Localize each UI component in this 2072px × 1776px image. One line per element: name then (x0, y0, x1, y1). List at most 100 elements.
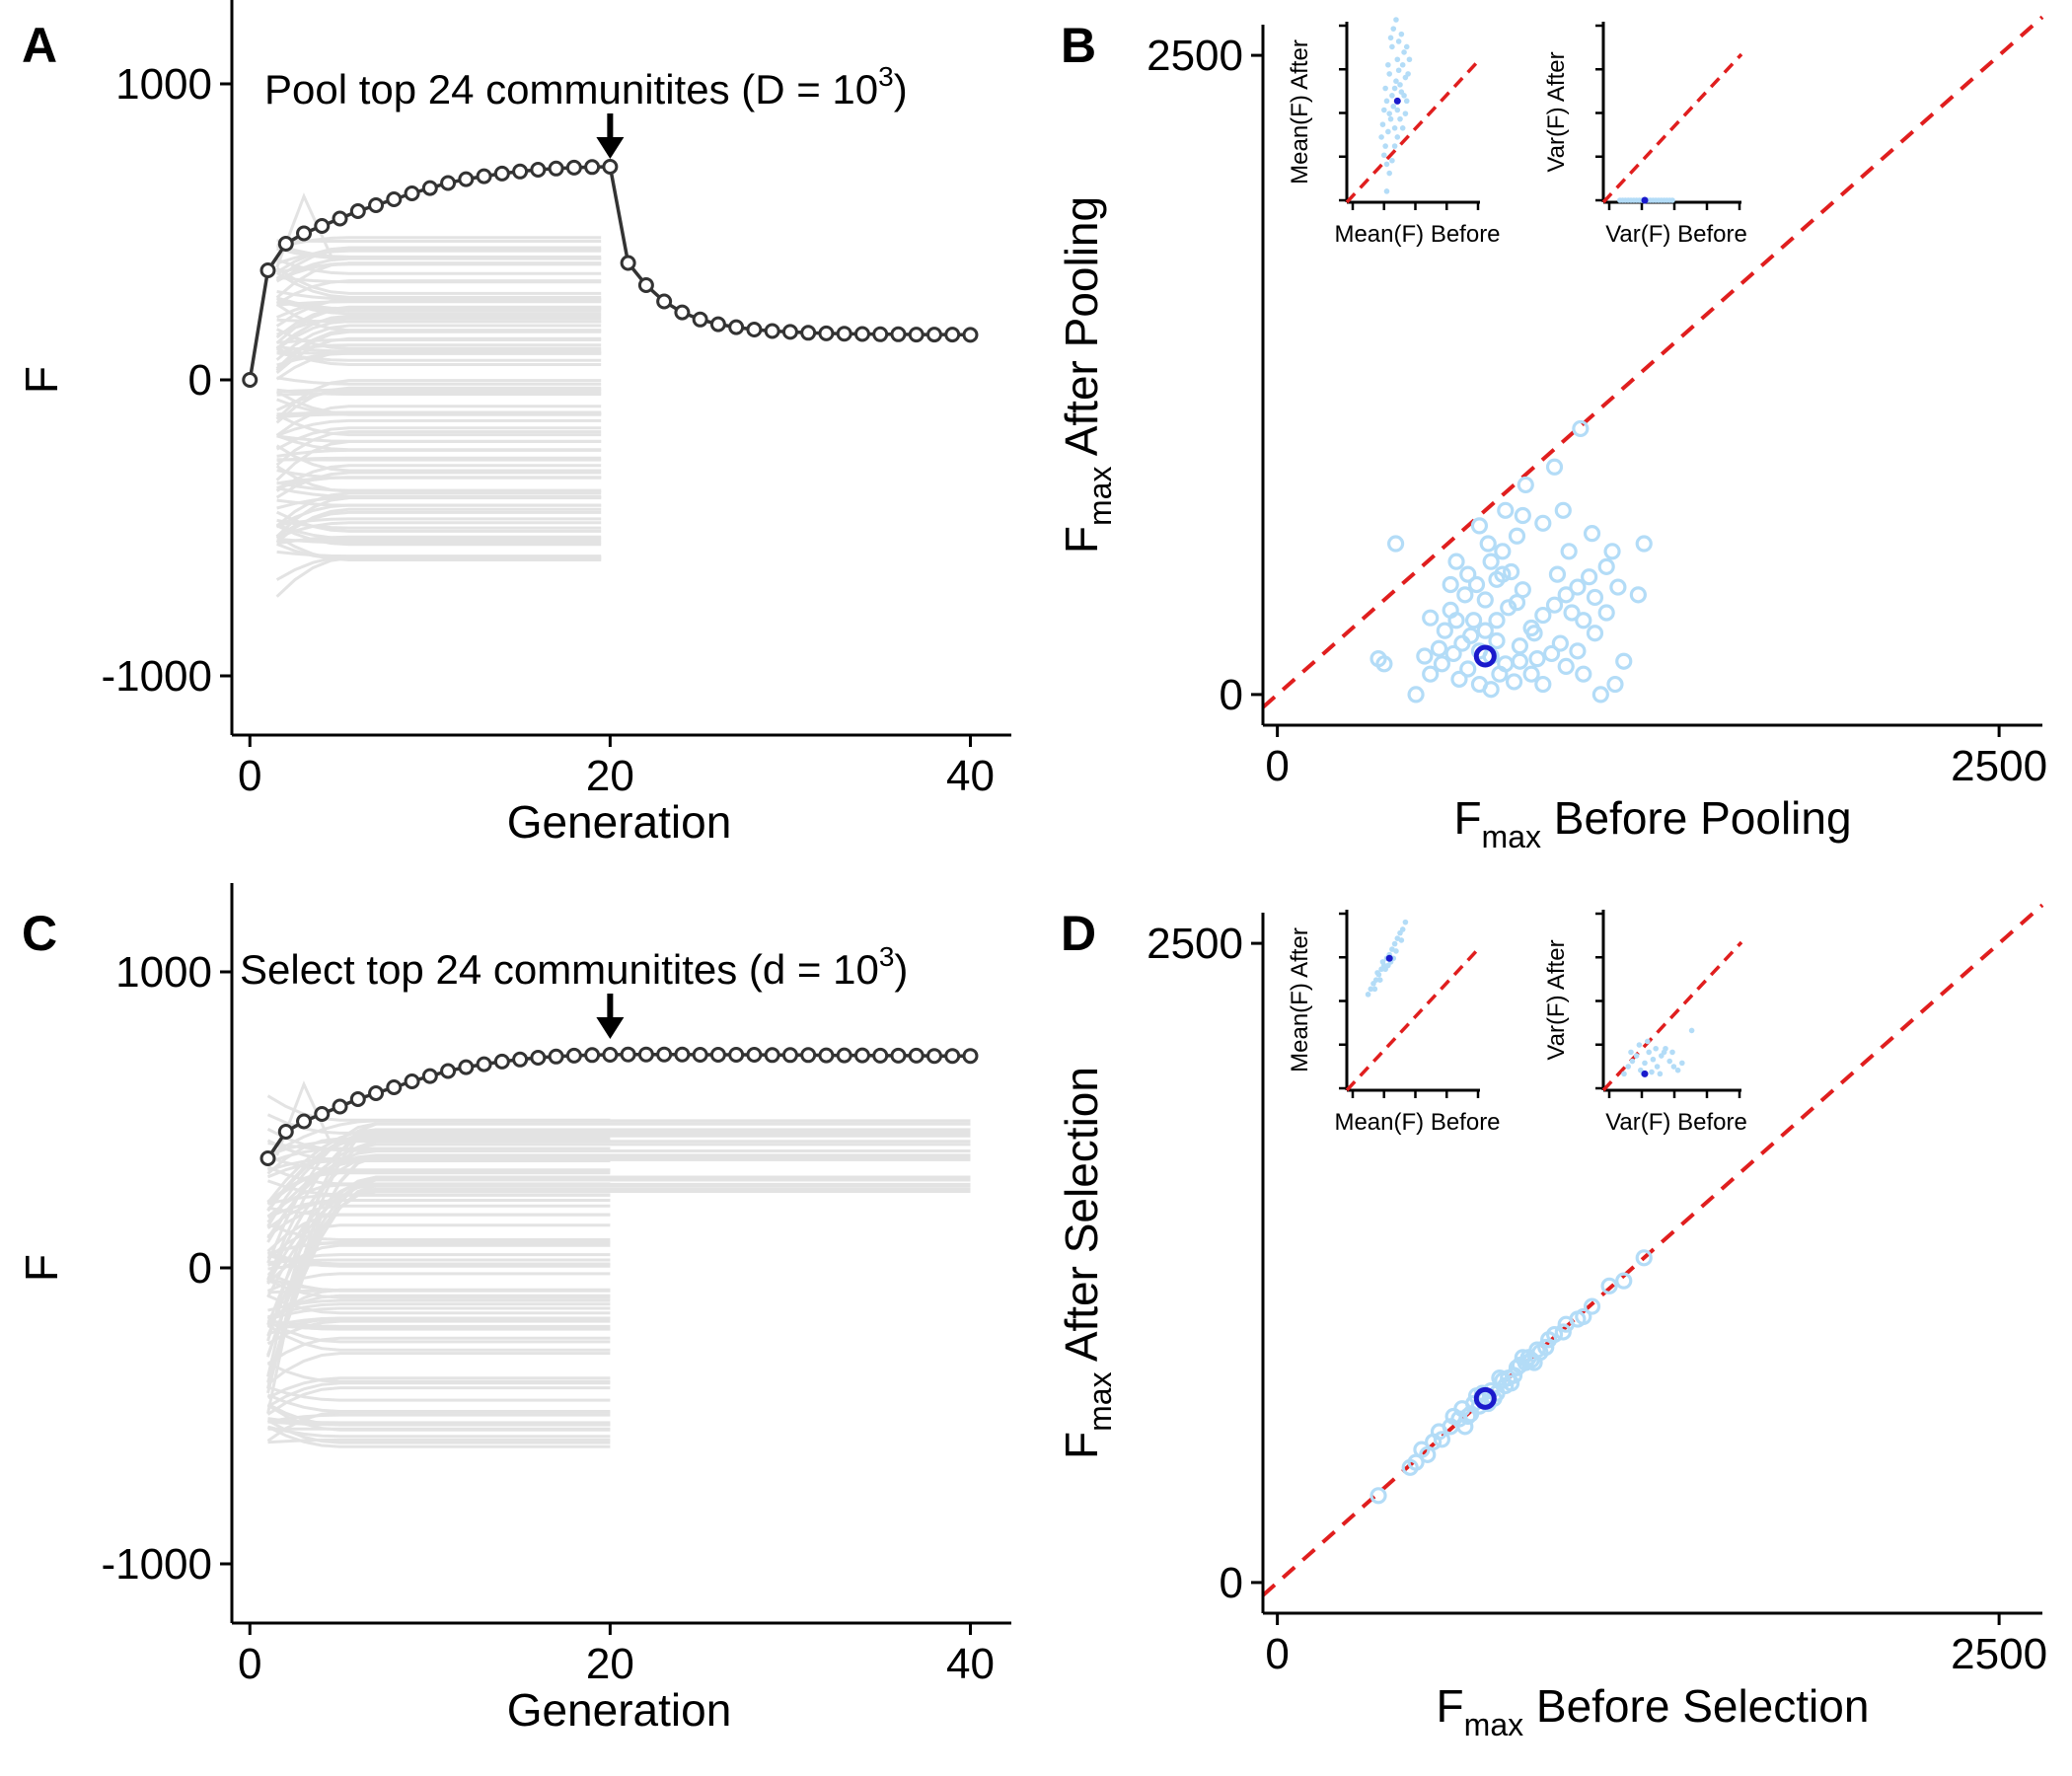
scatter-point (1534, 606, 1552, 625)
highlight-point (349, 203, 366, 219)
inset-point (1386, 111, 1392, 116)
highlight-point (476, 1056, 492, 1073)
highlight-point (908, 1047, 925, 1064)
inset-point (1401, 93, 1407, 99)
background-line (266, 1317, 611, 1336)
inset-point (1398, 31, 1405, 37)
background-line (276, 236, 602, 250)
highlight-point (872, 1047, 889, 1064)
inset-point (1393, 78, 1399, 85)
background-line (276, 300, 602, 307)
x-tick-label: 0 (1265, 1630, 1289, 1678)
x-axis-title: Generation (507, 1684, 732, 1736)
highlight-point (656, 1046, 673, 1063)
inset-highlight-point (1641, 1070, 1649, 1077)
background-line (266, 1323, 611, 1352)
scatter-point (1430, 1423, 1448, 1441)
annotation-text: Select top 24 communitites (d = 103) (240, 941, 908, 993)
inset-point (1385, 962, 1391, 969)
background-line (266, 1425, 611, 1448)
inset-point (1393, 17, 1399, 23)
inset-point (1382, 143, 1388, 149)
inset-point (1399, 125, 1406, 131)
background-line (275, 510, 602, 538)
background-line (266, 1190, 971, 1337)
scatter-point (1503, 562, 1520, 581)
inset-point (1376, 977, 1383, 983)
inset-y-label: Var(F) After (1543, 51, 1570, 172)
background-line (275, 496, 602, 538)
scatter-point (1534, 514, 1552, 532)
inset-diagonal (1601, 940, 1743, 1092)
scatter-point (1554, 501, 1572, 519)
scatter-point (1497, 1376, 1515, 1394)
background-line (267, 1413, 611, 1424)
inset-point (1374, 970, 1380, 976)
inset-point (1647, 197, 1654, 203)
panel-letter-b: B (1061, 18, 1096, 73)
x-tick-label: 40 (946, 752, 995, 800)
scatter-point (1615, 652, 1633, 670)
y-axis-title: F (16, 1254, 67, 1282)
highlight-point (476, 168, 492, 185)
highlight-point (925, 327, 942, 343)
diagonal-line (1261, 903, 2044, 1597)
highlight-point (368, 197, 385, 213)
highlight-point (692, 1047, 708, 1063)
scatter-point (1569, 642, 1587, 660)
y-tick-label: -1000 (101, 652, 212, 701)
highlight-point (692, 311, 708, 328)
highlight-point (836, 326, 852, 342)
background-line (267, 1306, 611, 1321)
scatter-point (1534, 675, 1552, 694)
highlight-point (296, 1113, 313, 1130)
inset-point (1381, 107, 1387, 113)
highlight-point (818, 325, 835, 341)
scatter-point (1528, 650, 1546, 668)
background-line (266, 1272, 611, 1293)
background-line (266, 1243, 611, 1285)
inset-point (1385, 61, 1391, 68)
background-line (276, 346, 602, 366)
inset-diagonal (1345, 945, 1482, 1092)
inset-x-label: Var(F) Before (1605, 221, 1747, 248)
background-line (266, 1204, 611, 1238)
x-tick-label: 2500 (1951, 1630, 2047, 1678)
scatter-point (1494, 543, 1512, 560)
inset-point (1389, 93, 1395, 99)
highlight-point (674, 1046, 691, 1063)
y-tick-label: 1000 (115, 60, 212, 109)
inset-point (1395, 38, 1402, 44)
highlight-point (709, 316, 726, 333)
diagonal-line (1261, 15, 2044, 709)
inset-point (1387, 35, 1394, 41)
inset-point (1382, 85, 1388, 92)
highlight-point (728, 1047, 745, 1063)
background-line (266, 1143, 971, 1243)
background-line (276, 343, 602, 354)
scatter-point (1586, 588, 1604, 607)
inset-point (1368, 986, 1374, 993)
inset-point (1688, 1027, 1695, 1034)
scatter-point (1575, 665, 1592, 683)
inset-point (1365, 992, 1371, 998)
background-line (267, 1140, 611, 1157)
background-line (276, 456, 602, 462)
background-line (275, 271, 602, 299)
inset-diagonal (1345, 57, 1482, 204)
scatter-point (1575, 1307, 1592, 1326)
scatter-point (1569, 578, 1587, 596)
highlight-point (349, 1091, 366, 1107)
background-line (276, 434, 602, 443)
inset-point (1386, 71, 1392, 77)
background-line (267, 1240, 611, 1255)
y-tick-label: 0 (188, 356, 212, 405)
background-line (276, 448, 602, 458)
highlight-point (296, 225, 313, 242)
scatter-point (1554, 1323, 1572, 1341)
inset-point (1399, 926, 1406, 932)
inset-y-label: Mean(F) After (1287, 39, 1313, 185)
highlight-point (259, 1150, 276, 1166)
background-line (276, 296, 602, 316)
background-line (275, 350, 602, 381)
